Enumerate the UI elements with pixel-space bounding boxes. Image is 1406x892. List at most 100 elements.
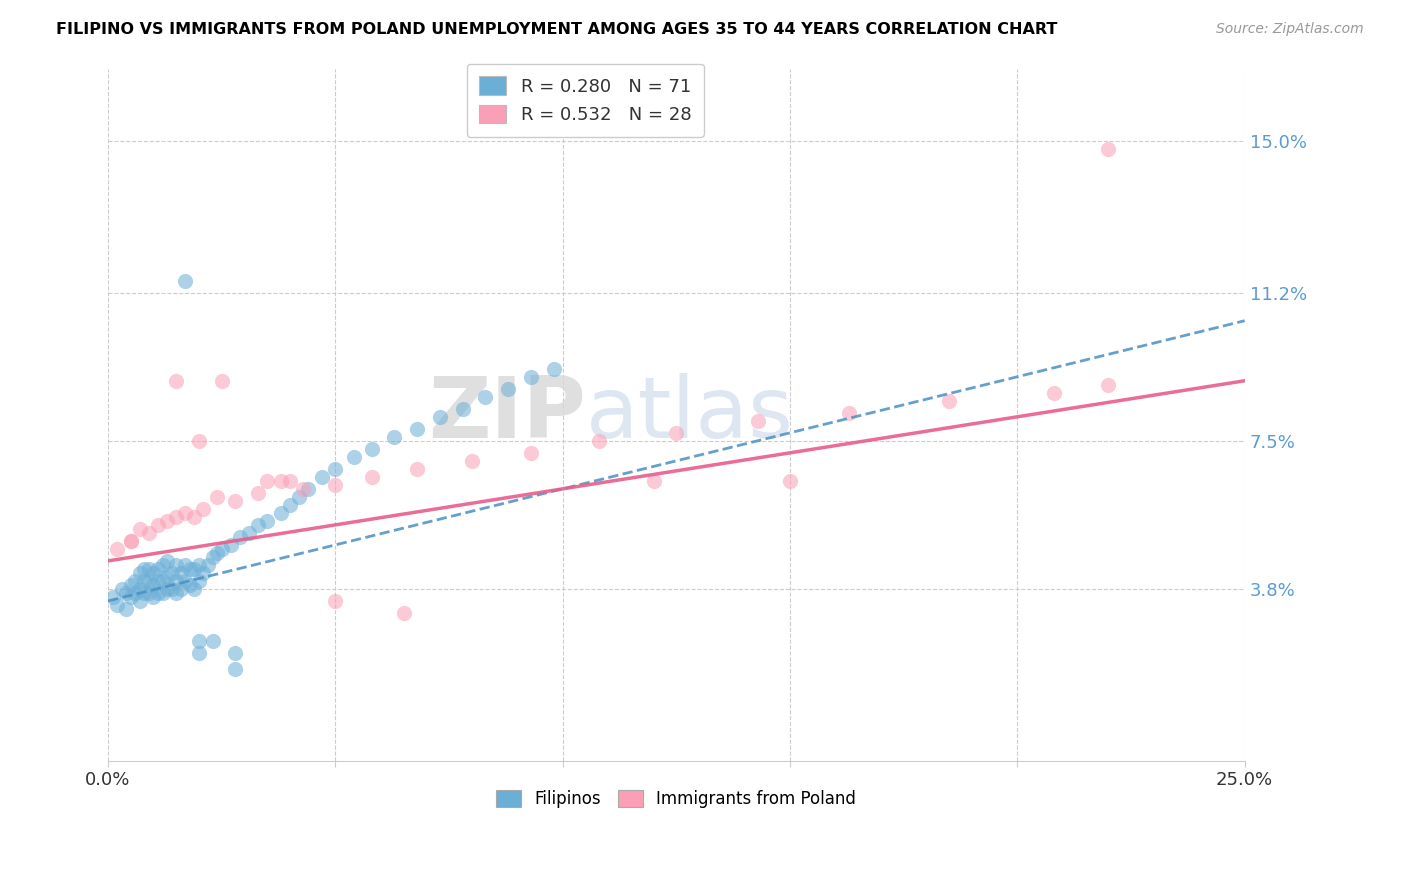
- Point: [134, 562, 156, 576]
- Point: [165, 374, 187, 388]
- Point: [101, 590, 124, 604]
- Point: [120, 533, 142, 548]
- Text: FILIPINO VS IMMIGRANTS FROM POLAND UNEMPLOYMENT AMONG AGES 35 TO 44 YEARS CORREL: FILIPINO VS IMMIGRANTS FROM POLAND UNEMP…: [56, 22, 1057, 37]
- Point: [115, 586, 138, 600]
- Point: [256, 474, 278, 488]
- Point: [146, 574, 169, 588]
- Point: [142, 566, 165, 580]
- Point: [256, 514, 278, 528]
- Legend: Filipinos, Immigrants from Poland: Filipinos, Immigrants from Poland: [489, 783, 863, 815]
- Point: [288, 490, 311, 504]
- Point: [643, 474, 665, 488]
- Point: [165, 586, 187, 600]
- Point: [747, 414, 769, 428]
- Point: [193, 501, 215, 516]
- Point: [146, 517, 169, 532]
- Point: [496, 382, 519, 396]
- Point: [165, 574, 187, 588]
- Point: [938, 393, 960, 408]
- Point: [270, 506, 292, 520]
- Point: [342, 450, 364, 464]
- Point: [179, 578, 201, 592]
- Point: [138, 586, 160, 600]
- Point: [105, 541, 128, 556]
- Point: [120, 578, 142, 592]
- Point: [247, 517, 270, 532]
- Point: [170, 582, 193, 596]
- Point: [205, 490, 228, 504]
- Point: [120, 590, 142, 604]
- Point: [128, 582, 150, 596]
- Point: [211, 374, 233, 388]
- Point: [461, 454, 484, 468]
- Text: ZIP: ZIP: [427, 373, 585, 457]
- Point: [146, 586, 169, 600]
- Point: [229, 530, 252, 544]
- Point: [187, 434, 209, 448]
- Point: [183, 562, 205, 576]
- Point: [152, 586, 174, 600]
- Point: [392, 606, 415, 620]
- Point: [115, 602, 138, 616]
- Point: [201, 549, 224, 564]
- Point: [152, 558, 174, 572]
- Point: [247, 486, 270, 500]
- Point: [152, 574, 174, 588]
- Point: [278, 474, 301, 488]
- Point: [187, 646, 209, 660]
- Point: [134, 574, 156, 588]
- Point: [224, 662, 246, 676]
- Point: [360, 442, 382, 456]
- Point: [224, 646, 246, 660]
- Point: [406, 462, 429, 476]
- Point: [1097, 377, 1119, 392]
- Point: [124, 586, 146, 600]
- Point: [187, 634, 209, 648]
- Point: [297, 482, 319, 496]
- Point: [474, 390, 496, 404]
- Point: [170, 566, 193, 580]
- Point: [179, 562, 201, 576]
- Point: [156, 514, 179, 528]
- Point: [160, 582, 183, 596]
- Point: [134, 586, 156, 600]
- Point: [270, 474, 292, 488]
- Point: [406, 422, 429, 436]
- Point: [278, 498, 301, 512]
- Point: [224, 494, 246, 508]
- Point: [138, 525, 160, 540]
- Point: [520, 446, 543, 460]
- Point: [174, 558, 197, 572]
- Point: [451, 401, 474, 416]
- Point: [174, 574, 197, 588]
- Point: [183, 509, 205, 524]
- Point: [384, 430, 406, 444]
- Point: [142, 590, 165, 604]
- Point: [292, 482, 315, 496]
- Point: [520, 369, 543, 384]
- Point: [429, 409, 451, 424]
- Point: [197, 558, 219, 572]
- Point: [156, 570, 179, 584]
- Point: [360, 470, 382, 484]
- Point: [211, 541, 233, 556]
- Point: [142, 578, 165, 592]
- Point: [187, 574, 209, 588]
- Point: [128, 522, 150, 536]
- Point: [174, 506, 197, 520]
- Point: [165, 558, 187, 572]
- Point: [311, 470, 333, 484]
- Point: [138, 574, 160, 588]
- Point: [323, 462, 346, 476]
- Point: [120, 533, 142, 548]
- Point: [1097, 142, 1119, 156]
- Point: [156, 554, 179, 568]
- Point: [543, 361, 565, 376]
- Point: [323, 478, 346, 492]
- Point: [205, 546, 228, 560]
- Point: [128, 594, 150, 608]
- Point: [238, 525, 260, 540]
- Point: [201, 634, 224, 648]
- Point: [665, 425, 688, 440]
- Point: [183, 582, 205, 596]
